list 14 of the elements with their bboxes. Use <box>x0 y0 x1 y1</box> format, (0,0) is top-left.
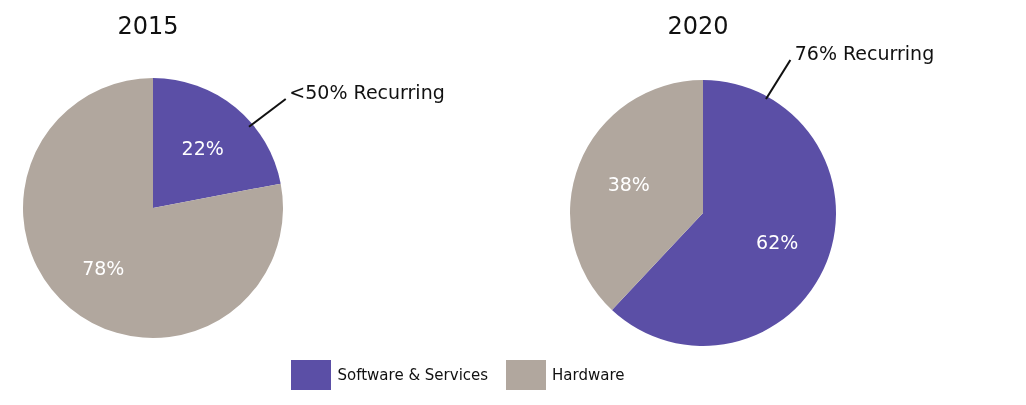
data-label: 38% <box>607 172 650 195</box>
data-label: 22% <box>181 136 224 159</box>
chart-title: 2015 <box>116 12 180 40</box>
text: 76% Recurring <box>794 41 935 64</box>
data-label: 62% <box>756 231 799 254</box>
chart-title: 2020 <box>666 12 730 40</box>
text: <50% Recurring <box>289 81 445 104</box>
pie-slice <box>570 80 703 310</box>
legend-label: Software & Services <box>337 366 489 384</box>
pie-slice <box>23 78 283 338</box>
pie-slice <box>611 80 836 346</box>
legend-label: Hardware <box>552 366 625 384</box>
data-label: 78% <box>82 257 125 280</box>
pie-slice <box>153 78 281 208</box>
